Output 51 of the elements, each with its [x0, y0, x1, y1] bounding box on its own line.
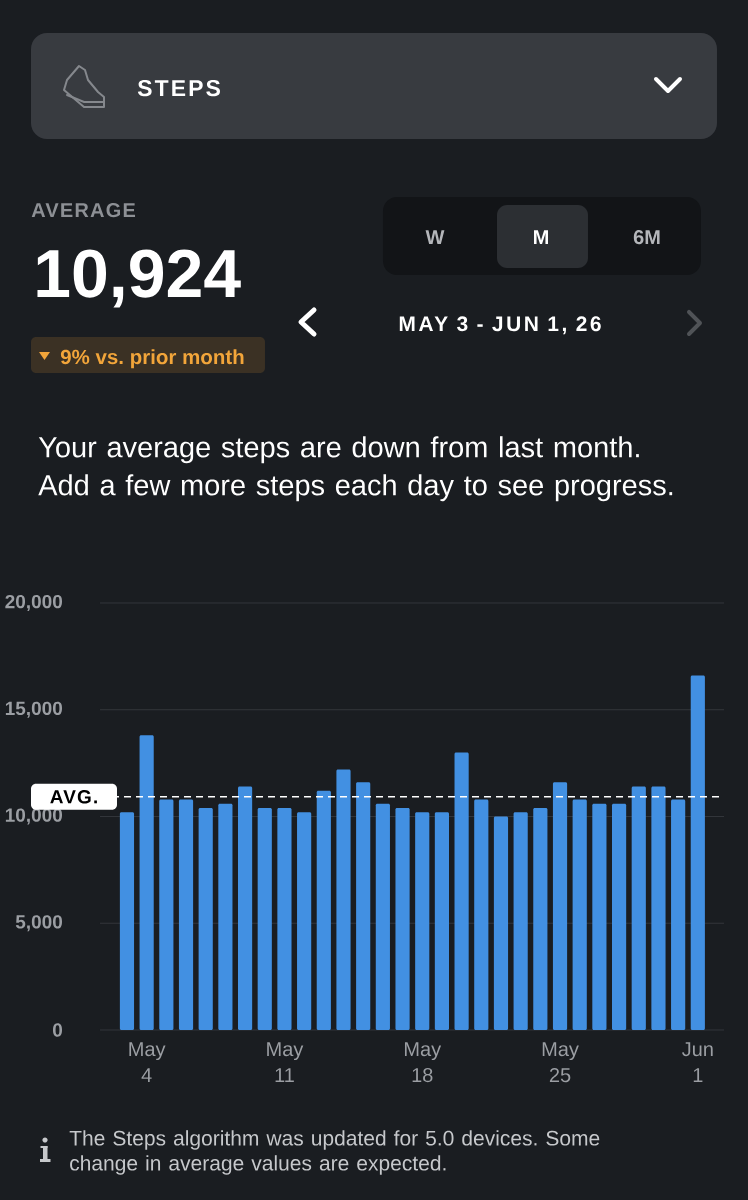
text: AVERAGE	[31, 203, 136, 218]
text: 9% vs. prior month	[60, 349, 244, 369]
bar	[651, 786, 666, 1030]
bar	[277, 807, 292, 1030]
x-tick-label: May 18	[404, 1042, 442, 1083]
bar	[572, 799, 587, 1030]
text: The Steps algorithm was updated for 5.0 devices. Some change in average values are expected.	[69, 1130, 600, 1175]
bar	[671, 799, 686, 1030]
x-tick-label: Jun 1	[682, 1042, 713, 1082]
bar	[434, 812, 450, 1030]
bar	[612, 803, 627, 1030]
bar	[198, 807, 213, 1030]
text: Your average steps are down from last month. Add a few more steps each day to see progress.	[38, 436, 673, 502]
bar	[493, 816, 509, 1030]
y-tick-label: 5,000	[15, 915, 63, 932]
bar	[119, 812, 135, 1030]
x-tick-label: May 11	[267, 1042, 304, 1082]
text: M	[534, 230, 548, 244]
bar	[513, 812, 528, 1030]
bar	[316, 790, 331, 1030]
text: W	[425, 230, 445, 244]
text: 10,924	[37, 249, 241, 308]
bar	[178, 799, 194, 1030]
bar	[218, 803, 233, 1030]
bar	[356, 782, 371, 1030]
bar	[690, 675, 705, 1030]
bar	[415, 812, 430, 1030]
bar	[592, 803, 607, 1030]
y-tick-label: 20,000	[5, 594, 62, 612]
bar	[237, 786, 253, 1030]
bar	[257, 807, 272, 1030]
bar	[454, 752, 469, 1030]
bar	[159, 799, 174, 1030]
x-tick-label: May 25	[542, 1042, 579, 1083]
y-tick-label: 15,000	[5, 701, 62, 718]
chart-title: STEPS	[137, 79, 220, 97]
ref-line-label: AVG.	[50, 790, 97, 804]
y-tick-label: 10,000	[5, 808, 62, 825]
bar	[474, 799, 489, 1030]
bar	[375, 803, 390, 1030]
chart-subtitle: MAY 3 - JUN 1, 26	[399, 316, 601, 335]
x-tick-label: May 4	[129, 1042, 166, 1082]
bar	[631, 786, 646, 1030]
bar	[139, 735, 154, 1030]
bar	[395, 807, 410, 1030]
bar	[336, 769, 351, 1030]
bar	[533, 807, 548, 1030]
bar	[552, 782, 568, 1030]
bar	[297, 812, 312, 1030]
text: 6M	[633, 230, 660, 245]
y-tick-label: 0	[52, 1023, 63, 1037]
